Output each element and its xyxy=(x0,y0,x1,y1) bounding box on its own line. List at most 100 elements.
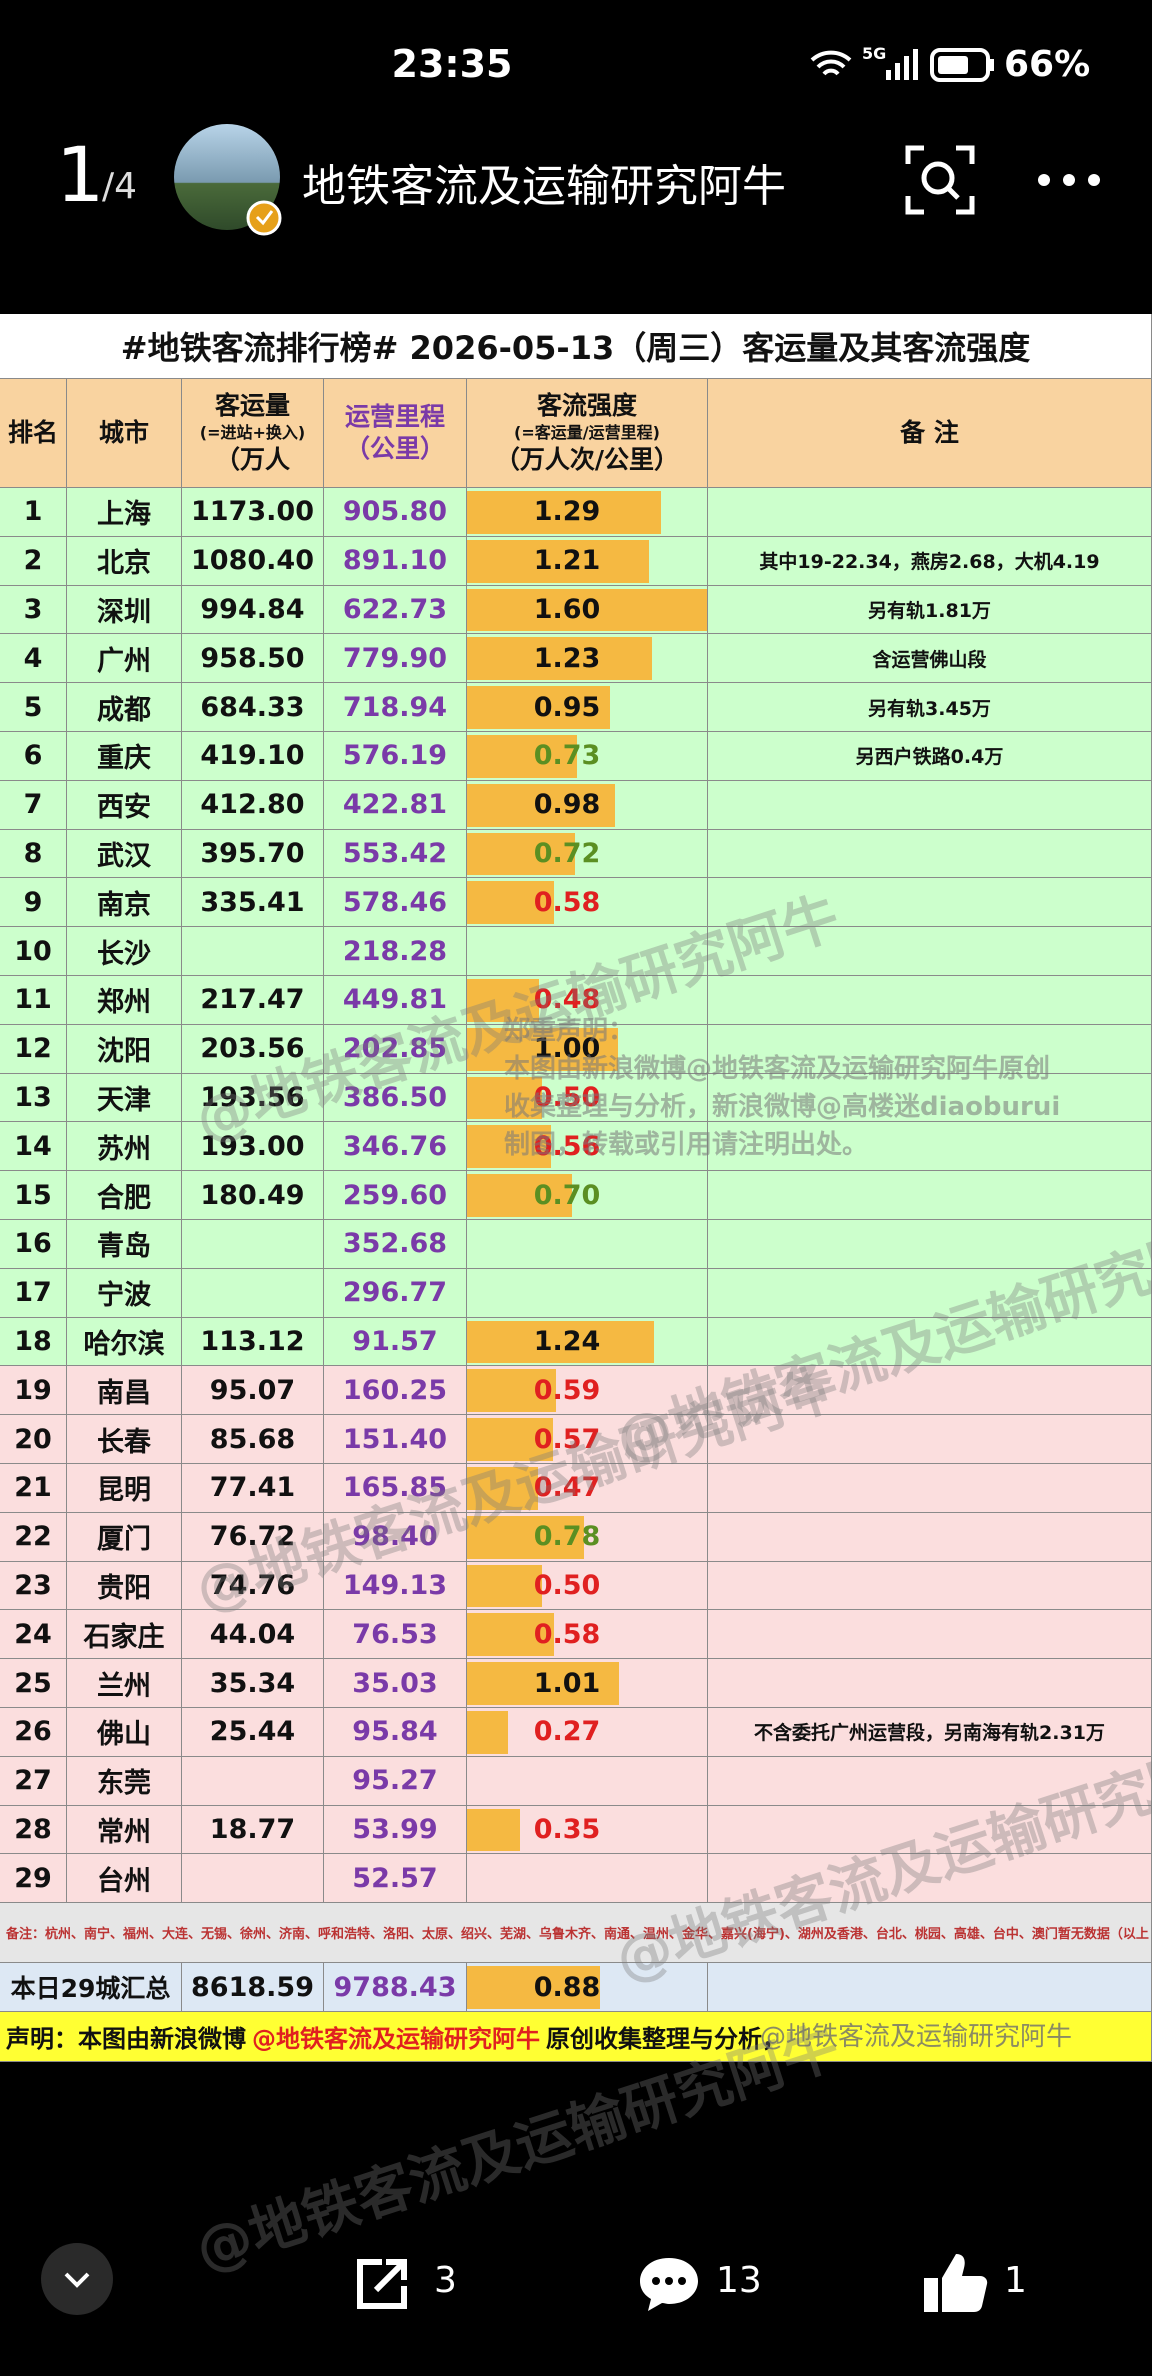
city-cell: 常州 xyxy=(67,1805,182,1855)
length-cell: 35.03 xyxy=(324,1659,467,1708)
like-count[interactable]: 1 xyxy=(1004,2260,1027,2301)
ridership-cell xyxy=(182,1756,324,1806)
ridership-cell: 395.70 xyxy=(182,829,324,879)
length-cell: 95.84 xyxy=(324,1708,467,1757)
rank-cell: 10 xyxy=(0,927,67,976)
length: 98.40 xyxy=(352,1521,438,1553)
ridership-cell: 74.76 xyxy=(182,1561,324,1611)
more-button[interactable] xyxy=(1034,170,1104,190)
city-cell: 台州 xyxy=(67,1854,182,1904)
intensity-cell xyxy=(467,1220,708,1269)
rank: 21 xyxy=(14,1472,52,1504)
intensity: 0.58 xyxy=(533,886,601,918)
ranking-table: #地铁客流排行榜# 2026-05-13（周三）客运量及其客流强度 排名 城市 客运量… xyxy=(0,314,1152,2284)
length-cell: 422.81 xyxy=(324,780,467,830)
length-cell: 449.81 xyxy=(324,976,467,1025)
intensity: 0.78 xyxy=(533,1521,601,1553)
intensity-cell: 0.35 xyxy=(467,1805,708,1855)
length: 259.60 xyxy=(342,1179,448,1211)
length-cell: 296.77 xyxy=(324,1268,467,1318)
city: 合肥 xyxy=(97,1182,151,1214)
note-cell xyxy=(708,1854,1152,1904)
length: 905.80 xyxy=(342,496,448,528)
length: 149.13 xyxy=(342,1569,448,1601)
comment-count[interactable]: 13 xyxy=(716,2260,762,2301)
city-cell: 兰州 xyxy=(67,1659,182,1708)
intensity: 0.58 xyxy=(533,1618,601,1650)
rank: 23 xyxy=(14,1569,52,1601)
note-cell xyxy=(708,1464,1152,1513)
header-line: （万人次/公里） xyxy=(494,445,680,474)
city: 北京 xyxy=(97,548,151,580)
length: 165.85 xyxy=(342,1472,448,1504)
column-header: 客运量 (=进站+换入) （万人 xyxy=(182,379,324,488)
comment-icon[interactable] xyxy=(636,2254,702,2314)
statement-part: 声明：本图由新浪微博 xyxy=(6,2025,246,2054)
length: 449.81 xyxy=(342,984,448,1016)
ridership-cell xyxy=(182,1220,324,1269)
note-cell xyxy=(708,1610,1152,1660)
rank-cell: 4 xyxy=(0,634,67,684)
disclaimer-line: 收集整理与分析，新浪微博@高楼迷diaoburui xyxy=(504,1092,1061,1122)
column-header: 运营里程 （公里） xyxy=(324,379,467,488)
signal-icon xyxy=(886,49,918,80)
length: 35.03 xyxy=(352,1667,438,1699)
scan-button[interactable] xyxy=(904,144,976,216)
rank-cell: 16 xyxy=(0,1220,67,1269)
collapse-button[interactable] xyxy=(40,2242,114,2316)
header-line: 备 注 xyxy=(900,418,959,447)
city: 台州 xyxy=(97,1865,151,1897)
city: 佛山 xyxy=(97,1719,151,1751)
intensity-cell: 1.00 xyxy=(467,1024,708,1074)
length: 891.10 xyxy=(342,545,448,577)
ridership: 18.77 xyxy=(209,1813,296,1845)
ridership: 95.07 xyxy=(209,1374,296,1406)
intensity-cell: 0.50 xyxy=(467,1073,708,1123)
city-cell: 武汉 xyxy=(67,829,182,879)
battery: 66% xyxy=(1004,44,1091,85)
rank: 1 xyxy=(23,496,43,528)
note: 另有轨1.81万 xyxy=(868,599,991,622)
rank: 26 xyxy=(14,1716,52,1748)
intensity-bar xyxy=(467,637,653,681)
statement-part: 原创收集整理与分析， xyxy=(546,2025,786,2054)
ridership-cell: 180.49 xyxy=(182,1171,324,1220)
action-bar: 3 13 1 xyxy=(0,2210,1152,2350)
total-label: 本日29城汇总 xyxy=(10,1974,171,2004)
intensity: 1.29 xyxy=(533,496,601,528)
total-length-cell: 9788.43 xyxy=(324,1963,467,2013)
ridership: 994.84 xyxy=(200,593,305,625)
share-count[interactable]: 3 xyxy=(434,2260,457,2301)
city-cell: 重庆 xyxy=(67,732,182,781)
intensity-cell: 0.59 xyxy=(467,1366,708,1416)
account-name[interactable]: 地铁客流及运输研究阿牛 xyxy=(302,161,786,212)
length: 576.19 xyxy=(342,740,448,772)
city-cell: 南京 xyxy=(67,878,182,928)
avatar[interactable] xyxy=(172,122,288,238)
city: 昆明 xyxy=(97,1475,151,1507)
share-icon[interactable] xyxy=(352,2256,416,2312)
header-line: 运营里程 xyxy=(344,402,445,431)
status-bar: 23:35 5G 66% xyxy=(0,0,1152,120)
intensity: 0.50 xyxy=(533,1569,601,1601)
intensity-bar xyxy=(467,1613,555,1657)
length: 95.27 xyxy=(352,1765,438,1797)
rank-cell: 14 xyxy=(0,1122,67,1172)
city: 上海 xyxy=(97,499,151,531)
note-cell xyxy=(708,1415,1152,1464)
rank: 20 xyxy=(14,1423,52,1455)
note-cell xyxy=(708,488,1152,537)
intensity-bar xyxy=(467,1027,618,1071)
length-cell: 52.57 xyxy=(324,1854,467,1904)
city: 石家庄 xyxy=(83,1621,165,1653)
length-cell: 98.40 xyxy=(324,1512,467,1562)
ridership-cell: 76.72 xyxy=(182,1512,324,1562)
rank: 29 xyxy=(14,1862,52,1894)
note-cell xyxy=(708,1805,1152,1855)
intensity-bar xyxy=(467,1711,508,1754)
note-cell: 其中19-22.34，燕房2.68，大机4.19 xyxy=(708,536,1152,586)
like-icon[interactable] xyxy=(922,2250,988,2316)
city: 哈尔滨 xyxy=(83,1328,165,1360)
note-cell xyxy=(708,1024,1152,1074)
